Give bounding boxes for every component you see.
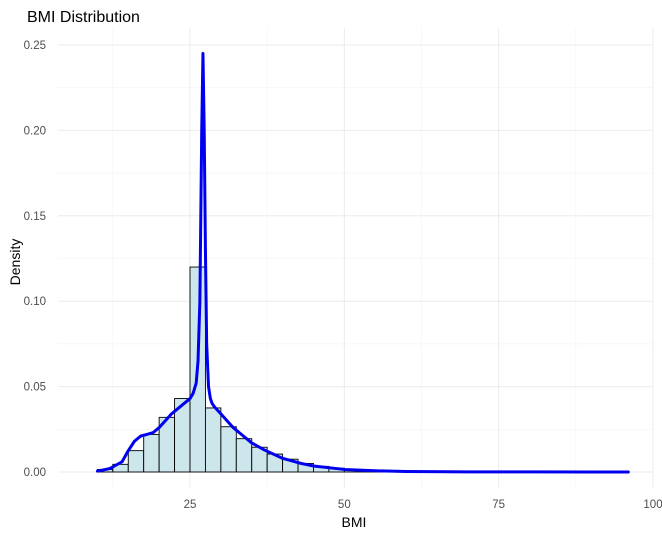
minor-gridlines [58, 28, 652, 488]
histogram-bar [143, 433, 160, 473]
y-tick-label: 0.25 [24, 40, 46, 52]
histogram-bar [235, 438, 253, 473]
y-tick-label: 0.00 [24, 467, 46, 479]
histogram-bar [127, 450, 145, 473]
histogram-bar [204, 407, 222, 473]
major-gridlines [58, 28, 654, 488]
y-tick-label: 0.20 [24, 125, 46, 137]
y-tick-label: 0.05 [24, 382, 46, 394]
x-axis-ticks: 25 50 75 100 [184, 499, 662, 511]
x-axis-title: BMI [342, 514, 367, 530]
density-curve [95, 52, 630, 474]
x-tick-label: 75 [492, 499, 505, 511]
y-axis-ticks: 0.00 0.05 0.10 0.15 0.20 0.25 [24, 40, 46, 479]
y-tick-label: 0.10 [24, 296, 46, 308]
x-tick-label: 100 [643, 499, 662, 511]
chart-title: BMI Distribution [27, 9, 140, 26]
x-tick-label: 50 [338, 499, 351, 511]
x-tick-label: 25 [184, 499, 197, 511]
histogram-bars [96, 266, 407, 473]
y-axis-title: Density [7, 239, 23, 286]
y-tick-label: 0.15 [24, 211, 46, 223]
plot-panel [58, 28, 654, 488]
histogram-bar [220, 426, 237, 473]
